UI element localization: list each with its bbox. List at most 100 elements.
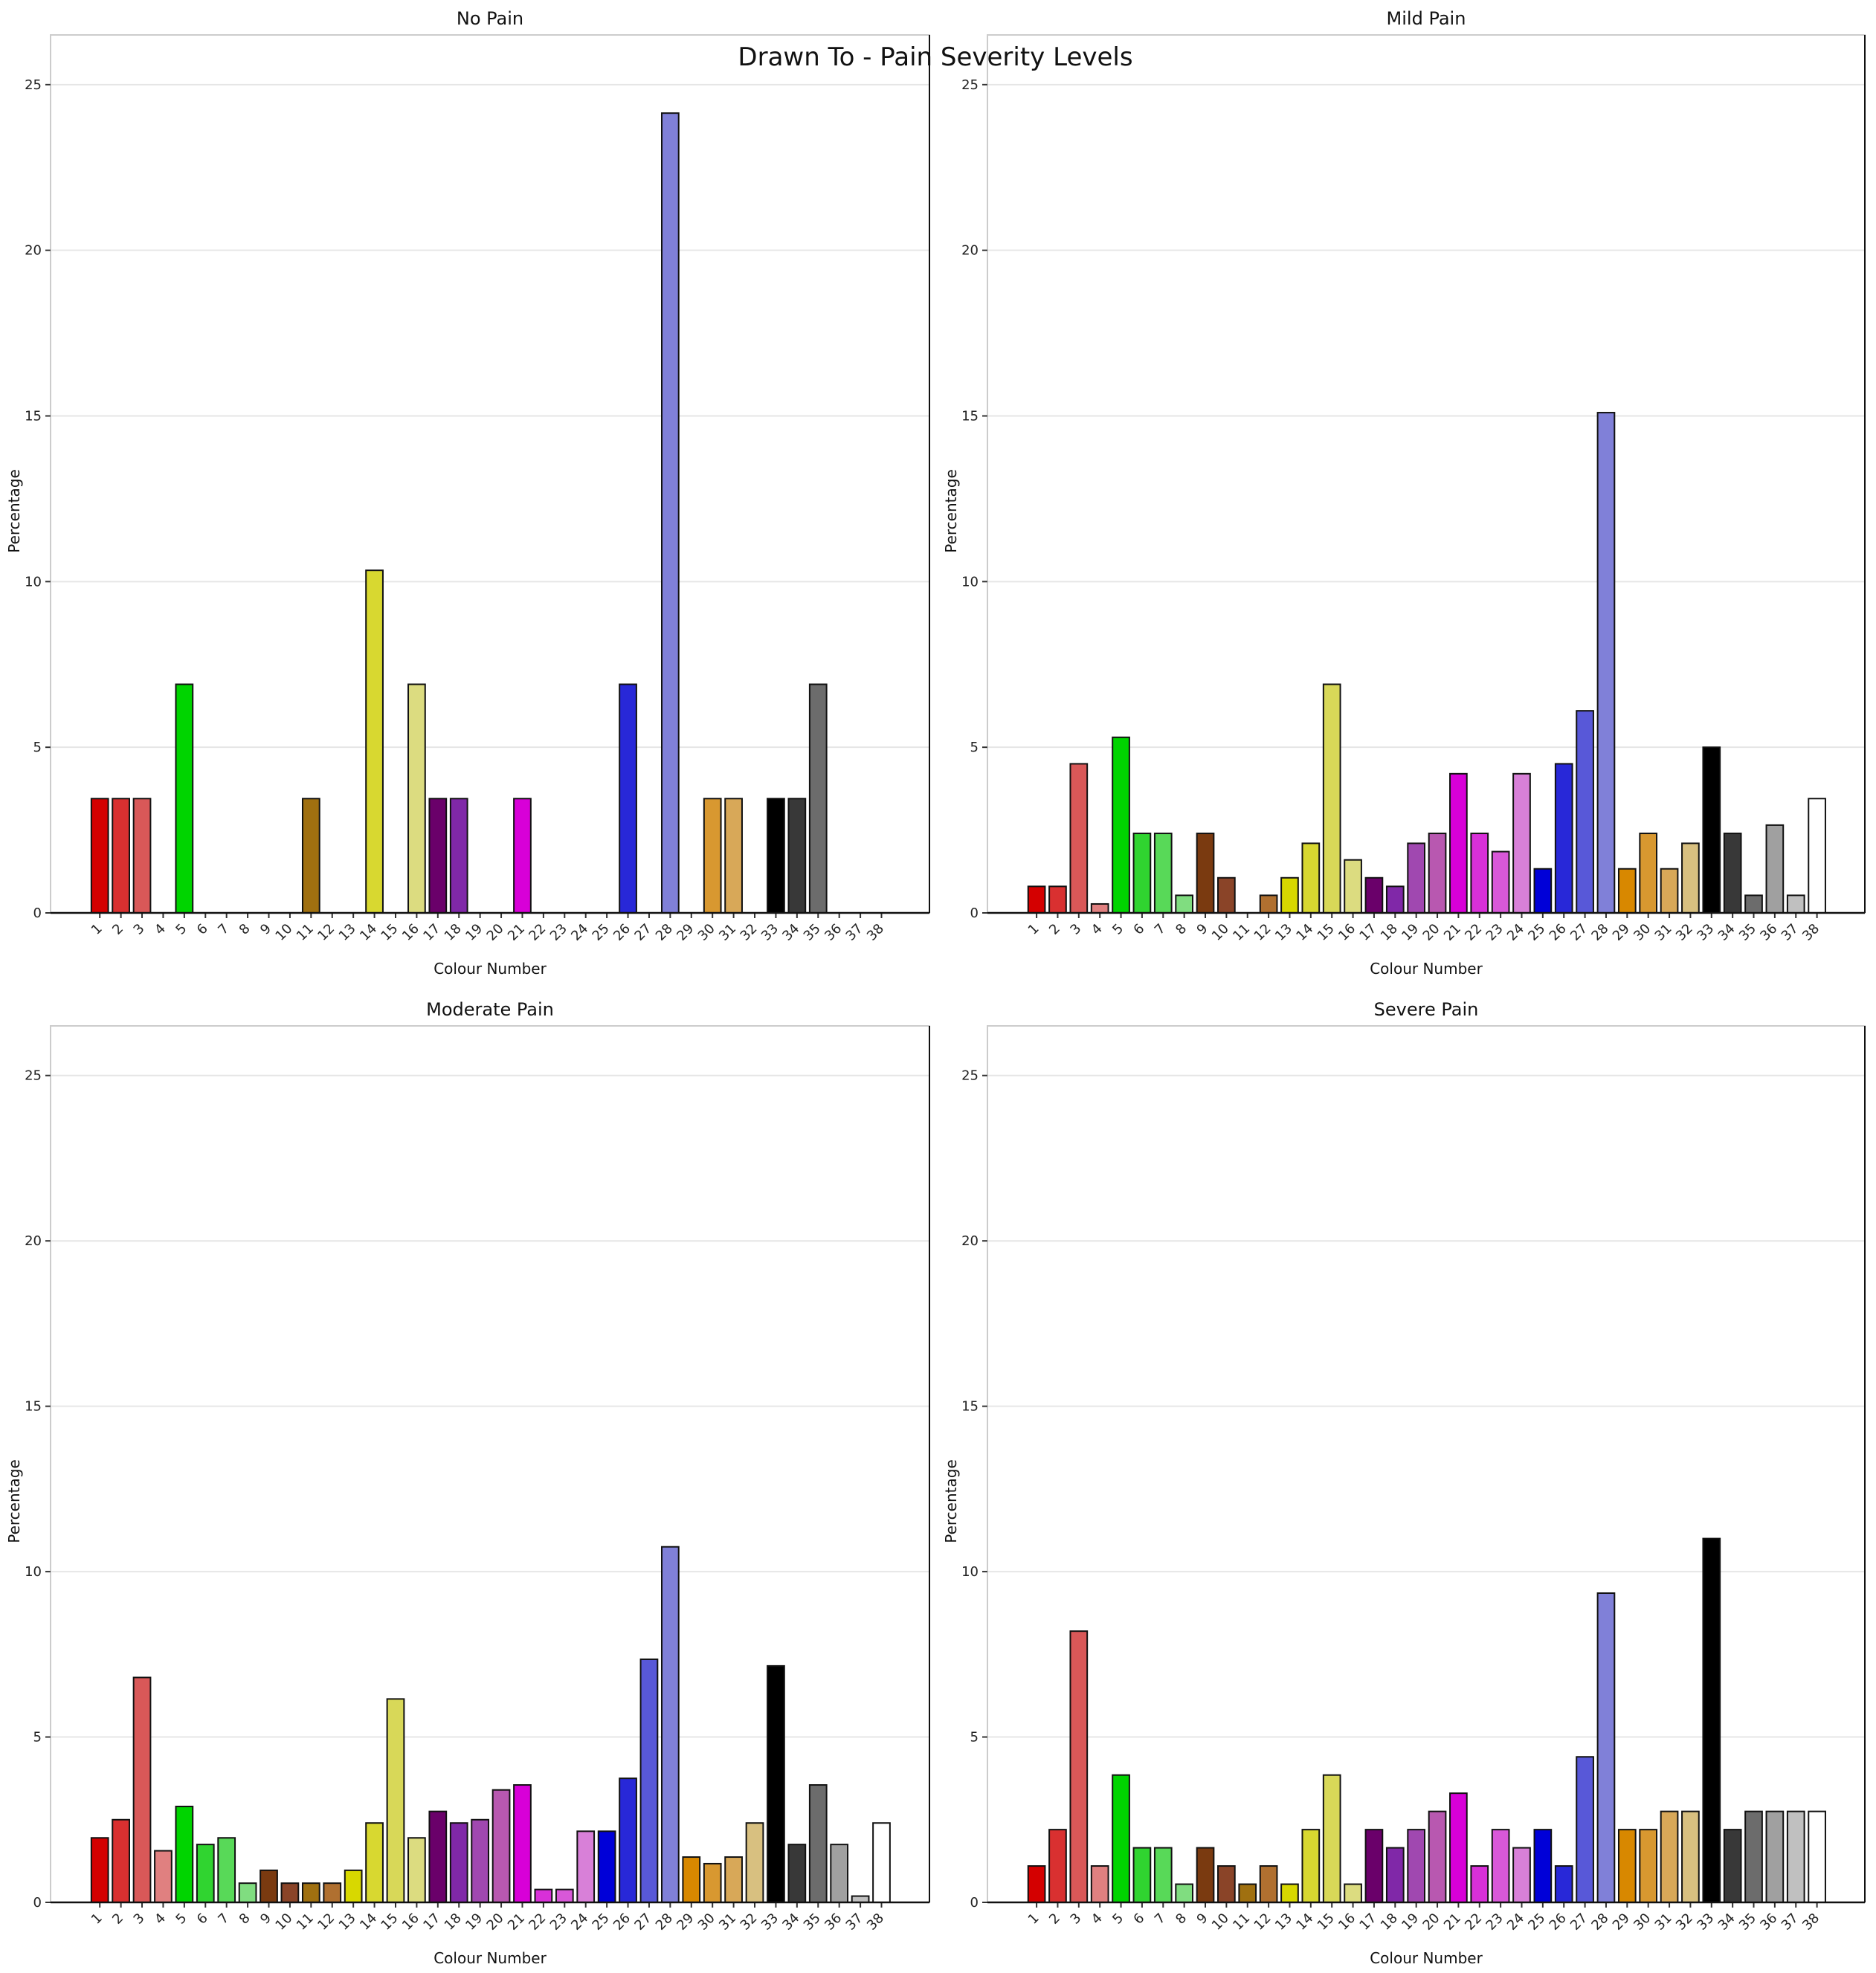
bar-2 [1048, 885, 1067, 914]
bar-37 [1786, 894, 1805, 914]
bar-23 [555, 1888, 574, 1904]
x-tick-label: 35 [801, 1911, 824, 1934]
x-axis-label: Colour Number [433, 960, 547, 978]
x-tick-label: 29 [1610, 921, 1633, 944]
x-tick-label: 37 [1779, 921, 1802, 944]
bar-8 [1175, 1883, 1193, 1904]
x-tick-label: 19 [462, 921, 486, 944]
bar-11 [301, 1882, 320, 1904]
x-tick-label: 8 [1173, 921, 1190, 938]
bar-9 [1196, 833, 1215, 914]
x-tick-label: 3 [1067, 921, 1084, 938]
bar-18 [449, 1822, 468, 1904]
bar-4 [1090, 1865, 1109, 1903]
x-tick-label: 5 [173, 921, 190, 938]
panel-title: Mild Pain [1387, 8, 1466, 29]
x-tick-label: 21 [1441, 921, 1464, 944]
bar-17 [428, 1810, 448, 1903]
y-tick-label: 25 [25, 77, 42, 93]
bar-14 [1301, 842, 1321, 914]
x-tick-label: 35 [1736, 921, 1759, 944]
bar-17 [1364, 876, 1384, 914]
x-tick-label: 25 [1525, 921, 1548, 944]
bar-19 [471, 1818, 490, 1904]
bar-10 [1217, 876, 1236, 914]
x-tick-label: 31 [716, 921, 739, 944]
bar-25 [597, 1830, 616, 1903]
x-tick-label: 33 [1694, 921, 1717, 944]
x-tick-label: 1 [1025, 921, 1042, 938]
x-tick-label: 30 [695, 1911, 718, 1934]
bar-36 [1765, 824, 1785, 914]
x-tick-label: 34 [1715, 1911, 1738, 1934]
x-tick-label: 22 [526, 921, 549, 944]
x-tick-label: 10 [272, 921, 295, 944]
bar-16 [1344, 1883, 1362, 1904]
x-tick-label: 1 [1025, 1911, 1042, 1928]
panel-title: Moderate Pain [426, 999, 554, 1020]
x-tick-label: 38 [1799, 1911, 1822, 1934]
x-tick-label: 31 [1652, 921, 1675, 944]
bar-17 [428, 798, 448, 914]
bar-1 [1027, 1865, 1046, 1903]
y-tick-label: 5 [970, 1730, 979, 1746]
x-tick-label: 18 [442, 921, 465, 944]
x-tick-label: 22 [1462, 1911, 1485, 1934]
x-tick-label: 29 [674, 921, 697, 944]
x-tick-label: 36 [822, 921, 845, 944]
y-tick-label: 15 [961, 1399, 979, 1415]
x-tick-label: 18 [442, 1911, 465, 1934]
bar-15 [386, 1698, 405, 1904]
y-tick-label: 0 [970, 1895, 979, 1911]
bar-5 [1112, 1774, 1130, 1904]
x-tick-label: 16 [1335, 921, 1358, 944]
x-tick-label: 17 [420, 921, 443, 944]
x-axis-label: Colour Number [1370, 960, 1483, 978]
x-tick-label: 38 [1799, 921, 1822, 944]
x-tick-label: 3 [1067, 1911, 1084, 1928]
x-tick-label: 4 [1089, 921, 1106, 938]
x-tick-label: 1 [88, 921, 106, 938]
y-tick-label: 10 [25, 574, 42, 590]
x-tick-label: 14 [1293, 1911, 1316, 1934]
bar-18 [1385, 1847, 1405, 1904]
bar-4 [1090, 902, 1109, 914]
bar-33 [1702, 746, 1721, 914]
panel-title: No Pain [457, 8, 523, 29]
x-tick-label: 27 [631, 1911, 654, 1934]
x-tick-label: 38 [864, 1911, 887, 1934]
x-tick-label: 32 [1673, 921, 1696, 944]
x-tick-label: 11 [1230, 921, 1253, 944]
x-tick-label: 16 [399, 1911, 422, 1934]
x-tick-label: 12 [315, 1911, 338, 1934]
bar-10 [280, 1882, 300, 1904]
x-tick-label: 15 [1315, 921, 1338, 944]
x-tick-label: 12 [1251, 1911, 1274, 1934]
x-tick-label: 35 [801, 921, 824, 944]
bar-23 [1491, 850, 1510, 914]
x-tick-label: 5 [173, 1911, 190, 1928]
x-tick-label: 7 [215, 921, 232, 938]
bar-34 [787, 1844, 807, 1904]
x-tick-label: 3 [131, 1911, 148, 1928]
x-tick-label: 31 [1652, 1911, 1675, 1934]
bar-5 [175, 683, 194, 914]
x-tick-label: 12 [315, 921, 338, 944]
x-tick-label: 23 [1483, 1911, 1506, 1934]
bar-22 [1470, 833, 1489, 914]
x-tick-label: 24 [1504, 1911, 1527, 1934]
x-tick-label: 19 [1399, 1911, 1422, 1934]
panel-title: Severe Pain [1374, 999, 1479, 1020]
bar-35 [1744, 894, 1763, 914]
y-tick-label: 20 [25, 1233, 42, 1249]
x-tick-label: 29 [674, 1911, 697, 1934]
bar-15 [1322, 683, 1341, 914]
x-tick-label: 22 [1462, 921, 1485, 944]
bar-31 [1660, 1810, 1679, 1903]
y-tick-label: 0 [33, 905, 42, 921]
bar-28 [661, 112, 680, 914]
x-tick-label: 16 [399, 921, 422, 944]
x-tick-label: 28 [1588, 921, 1611, 944]
x-tick-label: 9 [257, 921, 274, 938]
x-tick-label: 8 [236, 1911, 254, 1928]
